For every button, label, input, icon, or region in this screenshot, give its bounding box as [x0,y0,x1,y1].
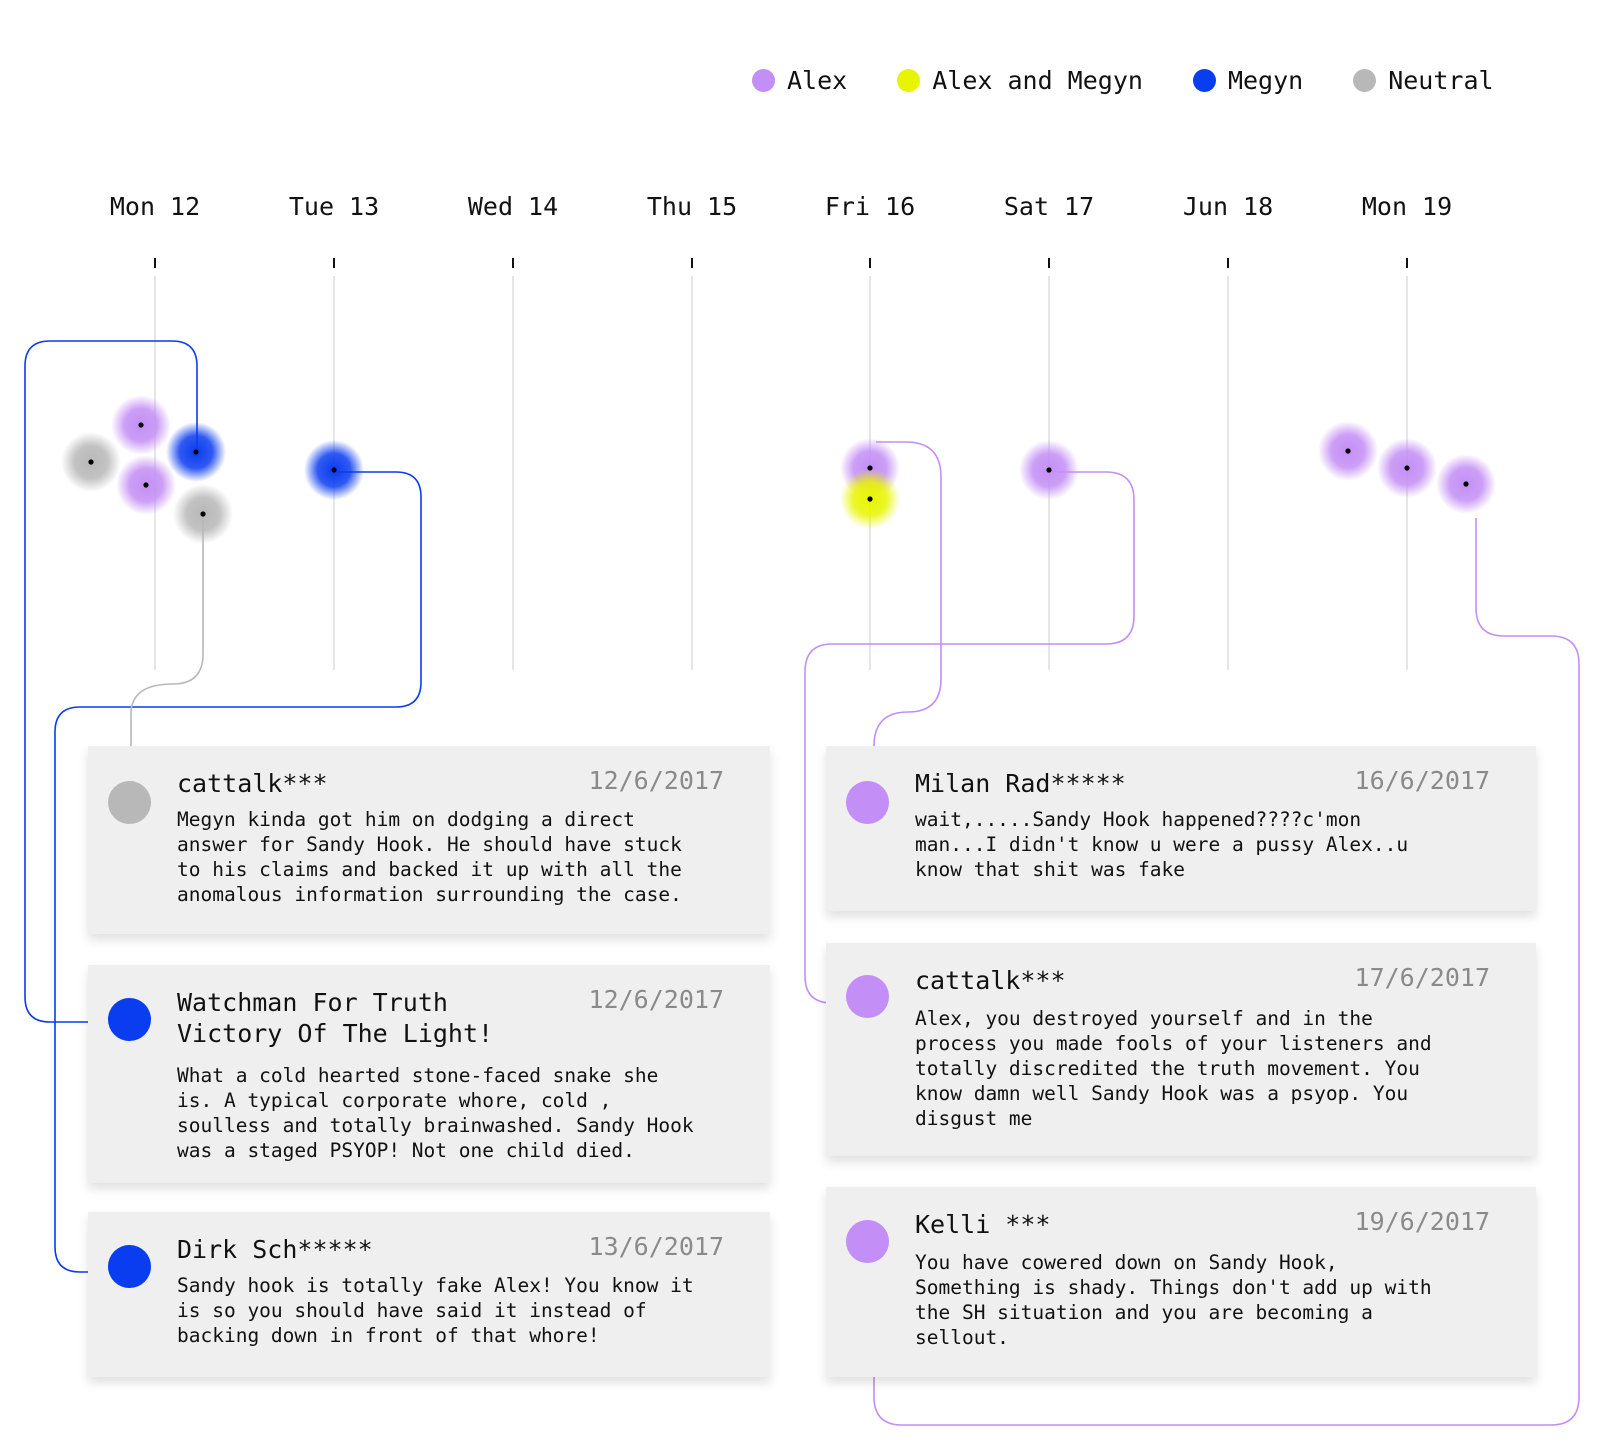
day-label-sat-17: Sat 17 [1003,192,1095,221]
connector-dirk [54,471,422,1273]
comment-card: Milan Rad***** 16/6/2017 wait,.....Sandy H… [826,746,1536,911]
comment-text: Alex, you destroyed yourself and in the … [915,1007,1432,1130]
mark-center-dot [1463,481,1469,487]
comment-sentiment-dot [108,998,151,1041]
comment-date: 16/6/2017 [1354,766,1490,795]
comment-sentiment-dot [846,781,889,824]
legend-swatch-neutral [1353,69,1377,92]
legend-label: Megyn [1227,66,1304,95]
comment-card: Watchman For Truth Victory Of The Light!… [88,965,770,1183]
comment-sentiment-dot [108,1245,151,1288]
comment-text: Sandy hook is totally fake Alex! You kno… [177,1274,694,1347]
comment-card: Kelli *** 19/6/2017 You have cowered down … [826,1187,1536,1377]
comment-username: Watchman For Truth Victory Of The Light! [177,988,494,1048]
day-label-mon-12: Mon 12 [109,192,201,221]
comment-username: cattalk*** [177,769,328,798]
comment-sentiment-dot [846,1220,889,1263]
day-label-mon-19: Mon 19 [1361,192,1453,221]
comment-date: 12/6/2017 [588,985,724,1014]
legend-item-megyn: Megyn [1192,66,1304,95]
legend-label: Alex [787,66,848,95]
mark-center-dot [331,467,337,473]
mark-center-dot [1404,465,1410,471]
comment-text: wait,.....Sandy Hook happened????c'mon m… [915,808,1409,881]
mark-center-dot [1345,448,1351,454]
mark-center-dot [143,482,149,488]
mark-center-dot [1046,467,1052,473]
legend-item-alex: Alex [752,66,847,95]
comment-sentiment-dot [108,781,151,824]
comment-username: Kelli *** [915,1210,1051,1239]
comment-text: You have cowered down on Sandy Hook, Som… [915,1251,1432,1349]
legend-item-neutral: Neutral [1353,66,1494,95]
day-label-fri-16: Fri 16 [824,192,916,221]
comment-date: 13/6/2017 [588,1232,724,1261]
mark-center-dot [138,422,144,428]
day-label-wed-14: Wed 14 [467,192,559,221]
connector-kelli [873,518,1580,1426]
day-label-thu-15: Thu 15 [646,192,738,221]
comment-username: cattalk*** [915,966,1066,995]
comment-card: cattalk*** 12/6/2017 Megyn kinda got him o… [88,746,770,934]
sentiment-marks [61,395,1496,544]
connector-cattalk-alex [804,471,1135,1004]
comment-card: Dirk Sch***** 13/6/2017 Sandy hook is tota… [88,1212,770,1377]
day-label-tue-13: Tue 13 [288,192,380,221]
legend-swatch-megyn [1192,69,1216,92]
legend-label: Alex and Megyn [932,66,1143,95]
day-label-jun-18: Jun 18 [1182,192,1274,221]
legend-item-alex-and-megyn: Alex and Megyn [897,66,1143,95]
connector-lines [24,340,1580,1426]
comment-card: cattalk*** 17/6/2017 Alex, you destroyed y… [826,943,1536,1156]
comment-text: Megyn kinda got him on dodging a direct … [177,808,682,906]
comment-username: Milan Rad***** [915,769,1126,798]
comment-username: Dirk Sch***** [177,1235,373,1264]
mark-center-dot [88,459,94,465]
legend-swatch-alex [752,69,775,92]
mark-center-dot [193,449,199,455]
comment-sentiment-dot [846,975,889,1018]
mark-center-dot [200,511,206,517]
legend-swatch-alex-and-megyn [897,69,921,92]
comment-date: 19/6/2017 [1354,1207,1490,1236]
comment-date: 12/6/2017 [588,766,724,795]
connector-milan [873,441,942,804]
comment-text: What a cold hearted stone-faced snake sh… [177,1064,694,1162]
connector-watchman [24,340,198,1023]
comment-date: 17/6/2017 [1354,963,1490,992]
legend-label: Neutral [1388,66,1494,95]
legend: Alex Alex and Megyn Megyn Neutral [752,66,1494,95]
mark-center-dot [867,496,873,502]
connector-cattalk-neutral [130,518,204,804]
